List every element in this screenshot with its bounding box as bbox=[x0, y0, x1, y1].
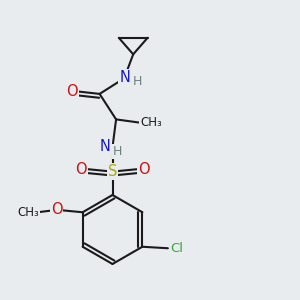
Text: O: O bbox=[66, 84, 78, 99]
Text: H: H bbox=[133, 75, 142, 88]
Text: Cl: Cl bbox=[170, 242, 183, 255]
Text: N: N bbox=[119, 70, 130, 85]
Text: O: O bbox=[51, 202, 62, 217]
Text: S: S bbox=[108, 164, 117, 179]
Text: H: H bbox=[113, 145, 123, 158]
Text: CH₃: CH₃ bbox=[140, 116, 162, 130]
Text: N: N bbox=[100, 139, 111, 154]
Text: O: O bbox=[138, 162, 149, 177]
Text: CH₃: CH₃ bbox=[18, 206, 40, 219]
Text: O: O bbox=[76, 162, 87, 177]
